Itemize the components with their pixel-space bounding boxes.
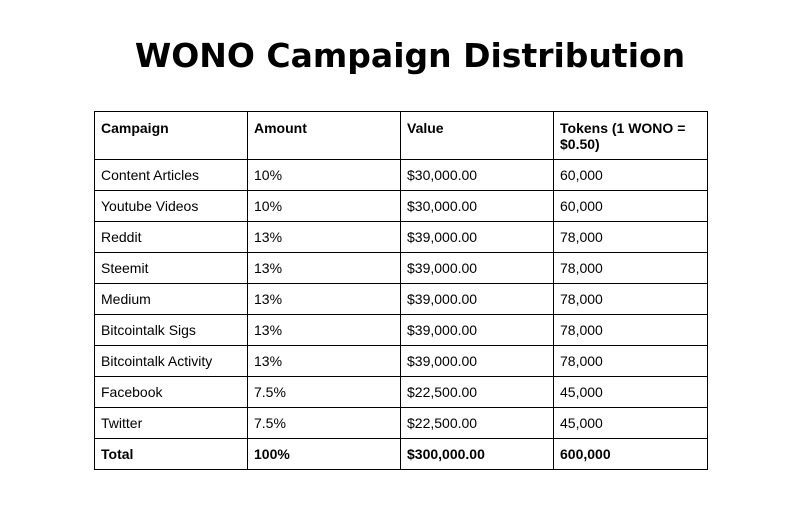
value-cell: $39,000.00 bbox=[400, 283, 554, 315]
total-value: $300,000.00 bbox=[400, 438, 554, 470]
value-cell: $22,500.00 bbox=[400, 407, 554, 439]
amount-cell: 7.5% bbox=[247, 407, 401, 439]
amount-cell: 13% bbox=[247, 345, 401, 377]
value-cell: $30,000.00 bbox=[400, 159, 554, 191]
total-label: Total bbox=[94, 438, 248, 470]
total-amount: 100% bbox=[247, 438, 401, 470]
amount-cell: 13% bbox=[247, 314, 401, 346]
header-amount: Amount bbox=[247, 111, 401, 160]
campaign-cell: Steemit bbox=[94, 252, 248, 284]
value-cell: $39,000.00 bbox=[400, 314, 554, 346]
campaign-cell: Bitcointalk Activity bbox=[94, 345, 248, 377]
value-cell: $39,000.00 bbox=[400, 252, 554, 284]
tokens-cell: 78,000 bbox=[553, 345, 708, 377]
table-row: Medium 13% $39,000.00 78,000 bbox=[94, 283, 708, 315]
table-row: Content Articles 10% $30,000.00 60,000 bbox=[94, 159, 708, 191]
campaign-cell: Bitcointalk Sigs bbox=[94, 314, 248, 346]
table-row: Steemit 13% $39,000.00 78,000 bbox=[94, 252, 708, 284]
amount-cell: 13% bbox=[247, 221, 401, 253]
tokens-cell: 78,000 bbox=[553, 252, 708, 284]
value-cell: $39,000.00 bbox=[400, 221, 554, 253]
table-row: Youtube Videos 10% $30,000.00 60,000 bbox=[94, 190, 708, 222]
tokens-cell: 60,000 bbox=[553, 190, 708, 222]
amount-cell: 13% bbox=[247, 283, 401, 315]
tokens-cell: 78,000 bbox=[553, 314, 708, 346]
campaign-cell: Medium bbox=[94, 283, 248, 315]
tokens-cell: 45,000 bbox=[553, 376, 708, 408]
value-cell: $22,500.00 bbox=[400, 376, 554, 408]
table-row: Twitter 7.5% $22,500.00 45,000 bbox=[94, 407, 708, 439]
amount-cell: 7.5% bbox=[247, 376, 401, 408]
table-row: Facebook 7.5% $22,500.00 45,000 bbox=[94, 376, 708, 408]
amount-cell: 10% bbox=[247, 159, 401, 191]
table-row: Bitcointalk Sigs 13% $39,000.00 78,000 bbox=[94, 314, 708, 346]
tokens-cell: 45,000 bbox=[553, 407, 708, 439]
value-cell: $30,000.00 bbox=[400, 190, 554, 222]
table-row: Bitcointalk Activity 13% $39,000.00 78,0… bbox=[94, 345, 708, 377]
tokens-cell: 60,000 bbox=[553, 159, 708, 191]
campaign-cell: Youtube Videos bbox=[94, 190, 248, 222]
value-cell: $39,000.00 bbox=[400, 345, 554, 377]
amount-cell: 13% bbox=[247, 252, 401, 284]
distribution-table: Campaign Amount Value Tokens (1 WONO = $… bbox=[94, 111, 708, 470]
table-header-row: Campaign Amount Value Tokens (1 WONO = $… bbox=[94, 111, 708, 160]
page-title: WONO Campaign Distribution bbox=[134, 36, 686, 75]
amount-cell: 10% bbox=[247, 190, 401, 222]
tokens-cell: 78,000 bbox=[553, 283, 708, 315]
campaign-cell: Reddit bbox=[94, 221, 248, 253]
header-campaign: Campaign bbox=[94, 111, 248, 160]
header-tokens: Tokens (1 WONO = $0.50) bbox=[553, 111, 708, 160]
header-value: Value bbox=[400, 111, 554, 160]
campaign-cell: Twitter bbox=[94, 407, 248, 439]
table-total-row: Total 100% $300,000.00 600,000 bbox=[94, 438, 708, 470]
tokens-cell: 78,000 bbox=[553, 221, 708, 253]
total-tokens: 600,000 bbox=[553, 438, 708, 470]
table-row: Reddit 13% $39,000.00 78,000 bbox=[94, 221, 708, 253]
campaign-cell: Facebook bbox=[94, 376, 248, 408]
campaign-cell: Content Articles bbox=[94, 159, 248, 191]
